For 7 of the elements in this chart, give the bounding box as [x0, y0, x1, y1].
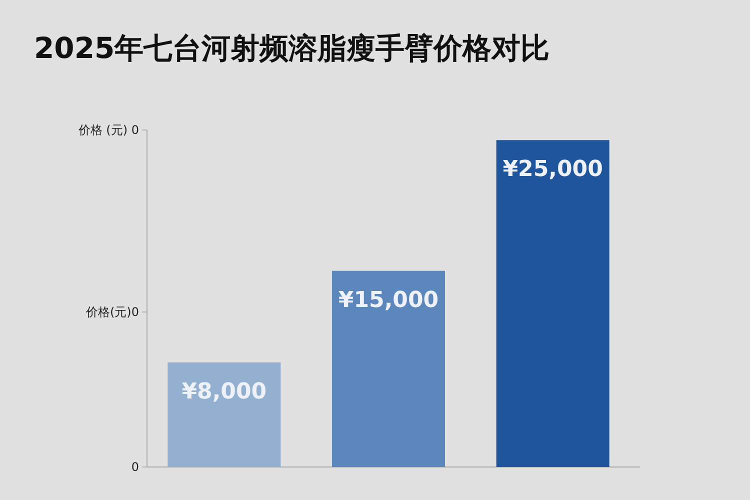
text: 0	[131, 460, 139, 474]
data-label: ¥15,000	[338, 288, 439, 313]
text: 价格(元)0	[85, 305, 139, 319]
text: 价格 (元) 0	[77, 123, 139, 137]
data-label: ¥8,000	[182, 379, 267, 404]
data-label: ¥25,000	[502, 157, 603, 182]
chart-title: 2025年七台河射频溶脂瘦手臂价格对比	[34, 31, 550, 65]
